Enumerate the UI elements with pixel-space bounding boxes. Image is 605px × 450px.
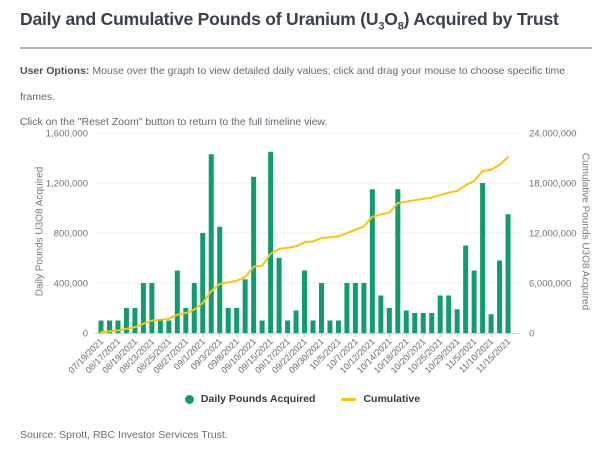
bar[interactable] [217,226,223,333]
user-options-line2: Click on the "Reset Zoom" button to retu… [20,116,328,128]
bar[interactable] [123,308,129,333]
bar[interactable] [183,308,189,333]
user-options-line1-text: Mouse over the graph to view detailed da… [20,65,566,103]
cumulative-line-icon [341,397,357,401]
bar[interactable] [166,320,172,334]
title-text-2: O [384,9,398,29]
left-tick-label: 0 [83,329,88,340]
bar[interactable] [361,283,367,333]
right-tick-label: 24,000,000 [529,129,577,140]
legend: Daily Pounds Acquired Cumulative [0,393,605,405]
legend-item-daily[interactable]: Daily Pounds Acquired [184,393,316,405]
legend-item-cumulative[interactable]: Cumulative [341,393,420,405]
bar[interactable] [318,283,324,333]
title-text-1: Daily and Cumulative Pounds of Uranium (… [20,9,379,29]
bar[interactable] [115,320,121,334]
bar[interactable] [276,258,282,333]
bar[interactable] [412,313,418,333]
bar[interactable] [454,309,460,333]
bar[interactable] [429,313,435,333]
source-note: Source: Sprott, RBC Investor Services Tr… [20,429,228,441]
left-axis-title: Daily Pounds U3O8 Acquired [34,166,46,297]
bar[interactable] [208,154,214,333]
bar[interactable] [369,189,375,333]
title-subscript-3: 3 [378,20,385,33]
bar[interactable] [191,283,197,333]
legend-label-daily: Daily Pounds Acquired [200,393,316,405]
bar[interactable] [488,314,494,333]
bar[interactable] [225,308,231,333]
bar[interactable] [335,320,341,334]
bar[interactable] [480,183,486,333]
bar[interactable] [310,320,316,334]
bar[interactable] [420,313,426,333]
bar[interactable] [378,295,384,334]
left-tick-label: 800,000 [54,229,88,240]
title-text-3: ) Acquired by Trust [403,9,559,29]
bar[interactable] [403,310,409,334]
bar[interactable] [437,295,443,334]
bar[interactable] [293,310,299,334]
user-options-line1: User Options: Mouse over the graph to vi… [20,59,590,110]
cumulative-line[interactable] [100,156,510,334]
bar[interactable] [234,308,240,333]
daily-pounds-dot-icon [184,394,194,404]
legend-label-cumulative: Cumulative [363,393,421,405]
bar[interactable] [386,308,392,333]
bar[interactable] [505,214,511,333]
bar[interactable] [251,176,257,333]
bar[interactable] [497,260,503,334]
user-options-text: User Options: Mouse over the graph to vi… [20,59,590,136]
bar[interactable] [268,151,274,333]
bar[interactable] [285,320,291,334]
bar[interactable] [471,270,477,334]
page-title: Daily and Cumulative Pounds of Uranium (… [20,9,559,33]
bar[interactable] [344,283,350,333]
bar[interactable] [200,233,206,333]
bar[interactable] [149,283,155,333]
user-options-label: User Options: [20,65,90,77]
bar[interactable] [242,279,248,333]
bar[interactable] [98,320,104,334]
bar[interactable] [140,283,146,333]
left-tick-label: 1,200,000 [46,179,88,190]
bar[interactable] [302,270,308,334]
left-tick-label: 1,600,000 [46,129,88,140]
bar[interactable] [327,320,333,334]
title-divider [20,47,592,49]
bar[interactable] [132,308,138,333]
left-tick-label: 400,000 [54,279,88,290]
right-tick-label: 12,000,000 [529,229,577,240]
bar[interactable] [157,320,163,334]
bar[interactable] [174,270,180,334]
bar[interactable] [446,295,452,334]
right-axis-title: Cumulative Pounds U3O8 Acquired [579,152,591,311]
right-tick-label: 0 [529,329,534,340]
bar[interactable] [352,283,358,333]
bar[interactable] [395,189,401,333]
right-tick-label: 18,000,000 [529,179,577,190]
bar[interactable] [463,245,469,334]
title-subscript-8: 8 [397,20,404,33]
bar[interactable] [259,320,265,334]
right-tick-label: 6,000,000 [529,279,571,290]
bar[interactable] [106,320,112,334]
